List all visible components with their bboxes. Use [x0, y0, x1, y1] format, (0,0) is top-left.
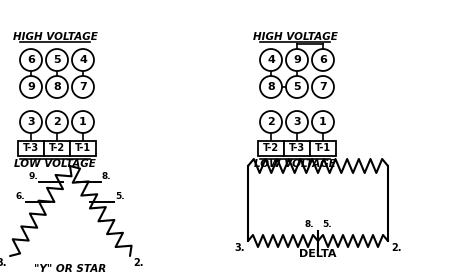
Circle shape [312, 76, 334, 98]
FancyBboxPatch shape [310, 141, 336, 156]
Text: T-2: T-2 [263, 143, 279, 153]
Text: 3.: 3. [235, 243, 245, 253]
Text: HIGH VOLTAGE: HIGH VOLTAGE [253, 32, 337, 42]
Text: 3: 3 [293, 117, 301, 127]
Circle shape [286, 49, 308, 71]
Circle shape [46, 76, 68, 98]
Text: 9: 9 [27, 82, 35, 92]
Circle shape [312, 111, 334, 133]
Text: 6: 6 [319, 55, 327, 65]
Text: T-3: T-3 [289, 143, 305, 153]
Circle shape [260, 111, 282, 133]
Circle shape [20, 111, 42, 133]
Circle shape [286, 111, 308, 133]
Text: 6.: 6. [15, 192, 25, 201]
Text: 5.: 5. [115, 192, 125, 201]
Text: 5: 5 [293, 82, 301, 92]
Text: T-1: T-1 [75, 143, 91, 153]
Circle shape [46, 49, 68, 71]
Circle shape [286, 76, 308, 98]
FancyBboxPatch shape [18, 141, 44, 156]
Text: 4: 4 [79, 55, 87, 65]
Circle shape [260, 76, 282, 98]
Text: HIGH VOLTAGE: HIGH VOLTAGE [13, 32, 98, 42]
Text: 7: 7 [319, 82, 327, 92]
Text: 2.: 2. [391, 243, 401, 253]
Text: LOW VOLTAGE: LOW VOLTAGE [14, 159, 96, 169]
Circle shape [312, 49, 334, 71]
Circle shape [46, 111, 68, 133]
Text: 8.: 8. [304, 220, 314, 229]
FancyBboxPatch shape [70, 141, 96, 156]
Text: T-2: T-2 [49, 143, 65, 153]
Text: 1: 1 [319, 117, 327, 127]
Circle shape [20, 49, 42, 71]
FancyBboxPatch shape [44, 141, 70, 156]
Text: 1: 1 [79, 117, 87, 127]
Circle shape [20, 76, 42, 98]
Text: T-3: T-3 [23, 143, 39, 153]
Text: 2: 2 [53, 117, 61, 127]
Circle shape [72, 49, 94, 71]
Text: 4: 4 [267, 55, 275, 65]
Text: 5: 5 [53, 55, 61, 65]
Text: 8: 8 [267, 82, 275, 92]
Text: 2: 2 [267, 117, 275, 127]
Text: 7: 7 [79, 82, 87, 92]
FancyBboxPatch shape [284, 141, 310, 156]
Text: 5.: 5. [322, 220, 332, 229]
Text: 3.: 3. [0, 258, 7, 268]
Text: "Y" OR STAR: "Y" OR STAR [34, 264, 106, 274]
Text: 6: 6 [27, 55, 35, 65]
Text: 8: 8 [53, 82, 61, 92]
Circle shape [72, 76, 94, 98]
FancyBboxPatch shape [258, 141, 284, 156]
Text: DELTA: DELTA [299, 249, 337, 259]
Text: 9.: 9. [28, 172, 38, 181]
Circle shape [260, 49, 282, 71]
Text: T-1: T-1 [315, 143, 331, 153]
Circle shape [72, 111, 94, 133]
Text: 2.: 2. [133, 258, 144, 268]
Text: 9: 9 [293, 55, 301, 65]
Text: LOW VOLTAGE: LOW VOLTAGE [254, 159, 336, 169]
Text: 8.: 8. [102, 172, 111, 181]
Text: 3: 3 [27, 117, 35, 127]
